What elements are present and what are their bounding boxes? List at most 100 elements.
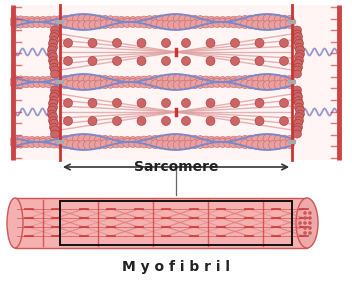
Circle shape [241,76,250,84]
Circle shape [285,16,295,25]
Circle shape [100,15,109,24]
Circle shape [145,79,154,88]
Circle shape [308,231,312,235]
Circle shape [106,139,115,148]
Ellipse shape [231,98,239,108]
Circle shape [252,140,261,149]
Circle shape [44,79,53,88]
Circle shape [11,80,19,89]
Circle shape [55,80,64,88]
Circle shape [22,19,31,28]
Circle shape [308,226,312,230]
Ellipse shape [293,126,302,134]
Circle shape [95,140,104,149]
Ellipse shape [49,57,57,65]
Circle shape [55,16,64,25]
Circle shape [252,80,261,89]
Circle shape [27,76,36,85]
Circle shape [263,21,272,29]
Circle shape [145,76,154,85]
Ellipse shape [293,30,302,38]
Circle shape [78,81,87,89]
Circle shape [33,138,42,147]
Circle shape [156,75,165,84]
Ellipse shape [48,110,57,118]
Circle shape [33,78,42,87]
Circle shape [95,75,104,84]
Circle shape [162,20,171,29]
Circle shape [44,136,53,145]
Circle shape [89,20,98,29]
Circle shape [257,134,266,143]
Circle shape [72,20,81,29]
Ellipse shape [255,38,264,48]
Ellipse shape [49,39,57,47]
Circle shape [67,80,76,89]
Circle shape [285,20,295,29]
Circle shape [246,15,255,24]
Ellipse shape [231,57,239,65]
Circle shape [213,136,221,145]
Circle shape [168,141,177,149]
Circle shape [190,80,199,89]
Circle shape [285,76,295,85]
Ellipse shape [295,117,303,125]
Circle shape [72,140,81,149]
Ellipse shape [137,98,146,108]
Ellipse shape [294,119,302,127]
Circle shape [151,140,160,149]
Bar [15,198,307,248]
Circle shape [134,76,143,85]
Circle shape [39,16,48,25]
Ellipse shape [48,106,57,114]
Ellipse shape [295,53,303,61]
Ellipse shape [295,103,303,111]
Circle shape [213,138,221,147]
Circle shape [44,76,53,85]
Circle shape [151,15,160,24]
Circle shape [303,231,307,235]
Ellipse shape [7,198,23,248]
Circle shape [274,140,283,149]
Ellipse shape [295,99,303,107]
Circle shape [213,16,221,25]
Circle shape [162,80,171,89]
Circle shape [78,14,87,23]
Circle shape [83,74,93,83]
Ellipse shape [294,37,302,45]
Circle shape [257,14,266,23]
Circle shape [196,79,205,88]
Circle shape [263,14,272,23]
Circle shape [50,136,59,145]
Ellipse shape [137,57,146,65]
Circle shape [22,136,31,145]
Ellipse shape [50,97,58,105]
Ellipse shape [295,106,304,114]
Circle shape [123,136,132,145]
Circle shape [128,136,137,145]
Circle shape [83,20,93,29]
Circle shape [55,140,64,148]
Ellipse shape [48,50,57,58]
Circle shape [241,16,250,24]
Circle shape [123,138,132,147]
Circle shape [246,135,255,144]
Circle shape [39,138,48,147]
Circle shape [140,79,149,88]
Circle shape [246,140,255,149]
Ellipse shape [50,37,58,45]
Circle shape [95,20,104,29]
Ellipse shape [279,117,289,125]
Circle shape [213,78,221,87]
Circle shape [235,136,244,145]
Bar [60,201,292,245]
Ellipse shape [231,38,239,48]
Circle shape [33,18,42,27]
Circle shape [280,80,289,89]
Circle shape [241,140,250,149]
Circle shape [22,79,31,88]
Circle shape [213,18,221,27]
Circle shape [95,80,104,89]
Circle shape [117,19,126,28]
Ellipse shape [49,53,57,61]
